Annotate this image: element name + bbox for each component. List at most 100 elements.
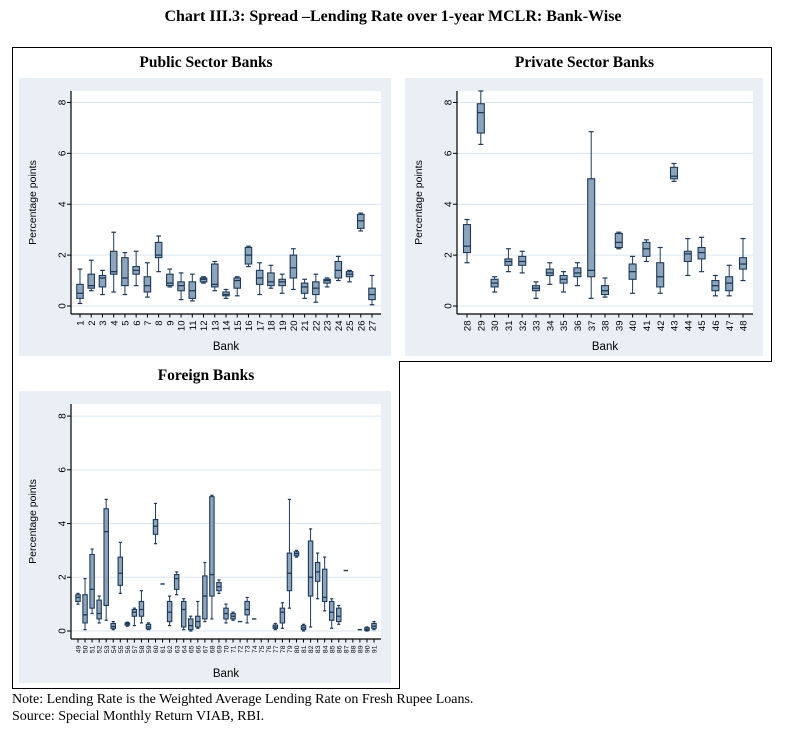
x-tick-label: 76 [266,645,273,653]
x-tick-label-group: 34 [545,321,556,332]
x-tick-label: 41 [642,321,653,332]
x-tick-label: 88 [350,645,357,653]
iqr-box [96,599,102,619]
x-tick-label-group: 90 [365,645,372,653]
x-tick-label-group: 41 [642,321,653,332]
box-plot [490,276,499,293]
box-plot [98,269,107,296]
iqr-box [289,254,298,279]
box-plot [180,597,187,630]
box-plot [614,231,623,250]
box-plot [143,262,152,298]
x-tick-label-group: 86 [336,645,343,653]
box-plot [328,597,335,629]
box-plot [314,551,321,599]
x-tick-label: 63 [174,645,181,653]
iqr-box [202,574,208,619]
box-plot [323,277,331,288]
box-plot [669,162,678,182]
x-tick-label: 89 [357,645,364,653]
iqr-box [117,556,124,586]
y-tick-label-group: 6 [58,466,69,472]
y-tick-label-group: 0 [58,303,69,309]
x-tick-label: 62 [167,645,174,653]
x-tick-label: 48 [738,321,749,332]
x-tick-label-group: 91 [372,645,379,653]
iqr-box [328,600,335,621]
y-tick-label-group: 2 [58,574,69,580]
box-plot [173,570,180,595]
y-tick-label-group: 6 [443,150,454,156]
panel-title-private: Private Sector Banks [514,54,655,71]
x-tick-label-group: 84 [322,645,329,653]
x-tick-label-group: 69 [217,645,224,653]
box-plot [233,276,242,297]
box-plot [517,250,526,274]
x-tick-label-group: 32 [517,321,528,332]
x-tick-label: 23 [323,321,334,332]
x-tick-label-group: 8 [154,321,165,326]
x-tick-label-group: 12 [199,321,210,332]
box-plot [321,556,328,611]
x-tick-label-group: 75 [259,645,266,653]
y-axis-title: Percentage points [413,160,425,245]
box-plot [202,561,208,622]
x-tick-label-group: 64 [181,645,188,653]
x-tick-label-group: 78 [280,645,287,653]
x-tick-label-group: 53 [104,645,111,653]
x-tick-label: 67 [202,645,209,653]
iqr-box [82,593,88,623]
box-plot [286,498,293,609]
x-tick-label-group: 35 [559,321,570,332]
box-plot [87,259,96,292]
box-plot [572,262,581,287]
box-plot [210,260,219,292]
x-tick-label: 82 [308,645,315,653]
x-tick-label-group: 38 [600,321,611,332]
box-plot [166,594,173,626]
iqr-box [121,257,129,287]
box-plot [586,131,595,299]
x-tick-label: 90 [365,645,372,653]
iqr-box [614,232,623,249]
y-axis-title-group: Percentage points [413,160,425,245]
iqr-box [683,250,692,263]
box-plot [710,274,719,297]
x-tick-label-group: 16 [244,321,255,332]
x-tick-label: 8 [154,321,165,326]
box-plot [154,235,163,273]
x-tick-label: 77 [273,645,280,653]
x-tick-label: 81 [301,645,308,653]
x-tick-label-group: 63 [174,645,181,653]
plot-background [456,91,753,314]
x-tick-label: 69 [217,645,224,653]
foreign-chart-area: 0 2 4 6 8 49 50 51 52 53 54 55 56 57 58 59 60 61 62 63 64 65 6… [19,390,391,688]
x-tick-label-group: 51 [90,645,97,653]
x-tick-label-group: 18 [267,321,278,332]
iqr-box [307,539,314,597]
x-tick-label: 59 [146,645,153,653]
x-tick-label-group: 55 [118,645,125,653]
x-tick-label: 86 [336,645,343,653]
y-tick-label: 4 [58,520,69,526]
box-plot [683,237,692,277]
iqr-box [103,507,109,606]
box-plot [132,250,140,287]
x-tick-label: 91 [372,645,379,653]
x-tick-label: 30 [490,321,501,332]
y-tick-label: 0 [443,303,454,309]
x-tick-label-group: 43 [669,321,680,332]
x-tick-label: 57 [132,645,139,653]
x-tick-label: 14 [222,321,233,332]
x-tick-label-group: 56 [125,645,132,653]
box-plot [559,271,568,293]
x-tick-label-group: 74 [252,645,259,653]
x-tick-label-group: 36 [573,321,584,332]
iqr-box [76,283,84,299]
x-tick-label: 17 [255,321,266,332]
x-tick-label-group: 22 [311,321,322,332]
x-tick-label: 20 [289,321,300,332]
box-plot [334,255,343,282]
iqr-box [152,518,159,535]
iqr-box [109,250,118,275]
